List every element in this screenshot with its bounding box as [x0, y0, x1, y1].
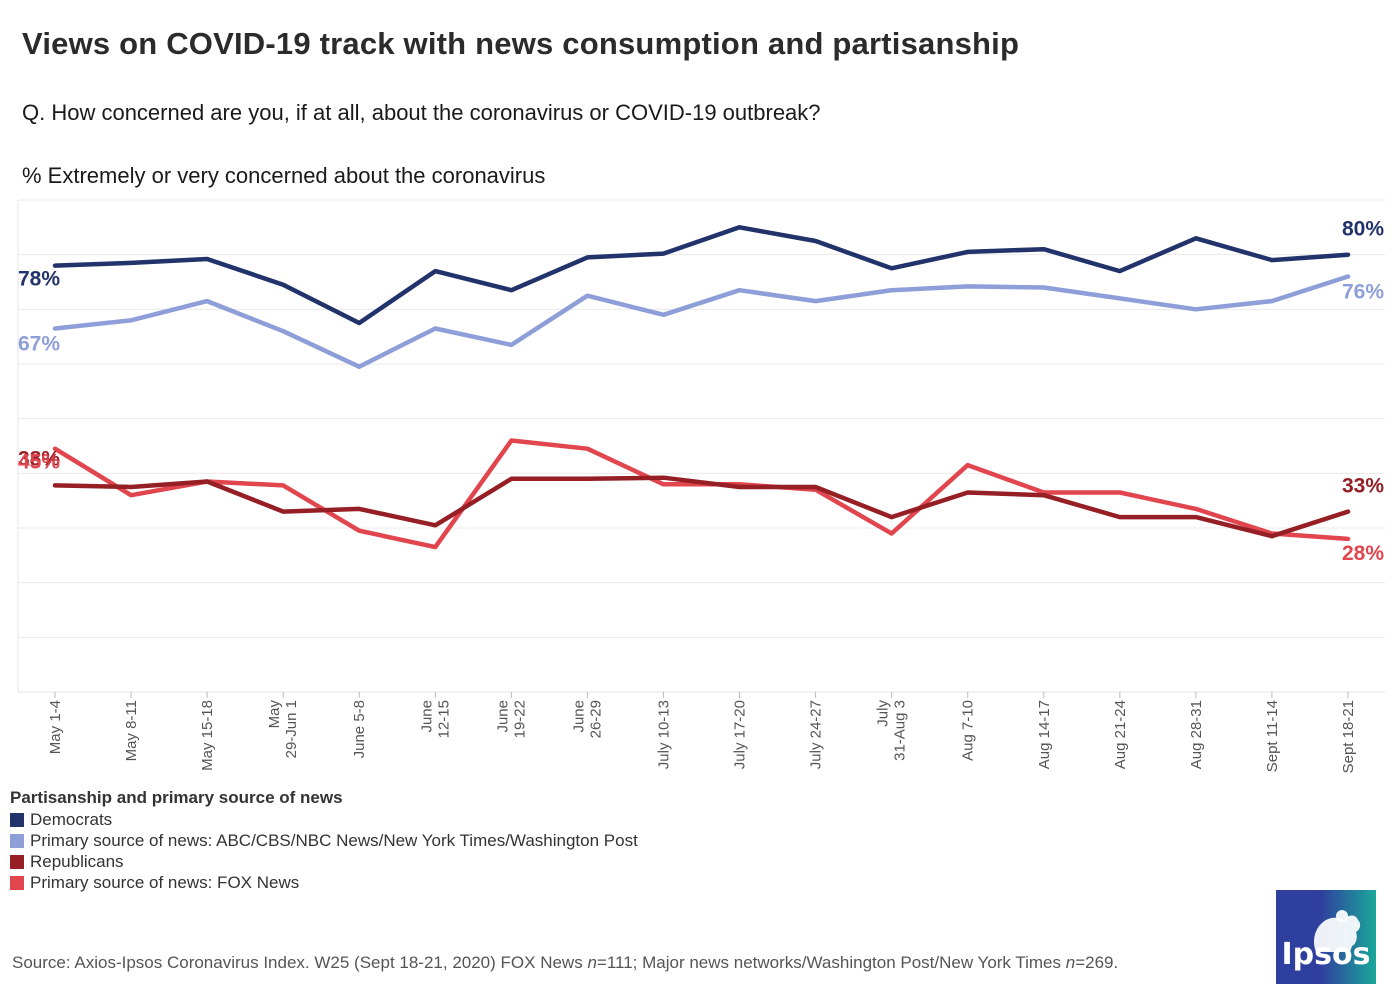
end-data-label: 28% [1342, 542, 1384, 565]
x-tick-label: Aug 14-17 [1036, 700, 1053, 769]
start-data-label: 67% [18, 332, 60, 355]
footnote-n: n [1065, 953, 1076, 972]
footnote-text: =111; Major news networks/Washington Pos… [596, 953, 1066, 972]
x-tick-label: May 1-4 [47, 700, 64, 754]
x-tick-label: May29-Jun 1 [266, 700, 300, 759]
x-tick-label: May 15-18 [199, 700, 216, 771]
legend-label: Primary source of news: ABC/CBS/NBC News… [30, 830, 638, 850]
logo-text: Ipsos [1281, 937, 1371, 972]
legend: Partisanship and primary source of news … [10, 787, 638, 893]
legend-label: Democrats [30, 809, 113, 829]
x-tick-label: July31-Aug 3 [875, 700, 909, 761]
x-tick-label: Aug 21-24 [1112, 700, 1129, 769]
footnote-text: =269. [1075, 953, 1119, 972]
x-tick-label: June19-22 [494, 700, 528, 738]
legend-item-democrats: Democrats [10, 809, 638, 830]
x-tick-label: June 5-8 [351, 700, 368, 758]
x-tick-label: Sept 18-21 [1340, 700, 1357, 773]
chart-title: Views on COVID-19 track with news consum… [22, 26, 1020, 61]
ipsos-logo: Ipsos [1276, 890, 1376, 984]
legend-swatch [10, 875, 24, 890]
head-silhouette-icon [1314, 910, 1361, 952]
x-tick-label: June26-29 [570, 700, 604, 738]
x-tick-label: July 24-27 [808, 700, 825, 769]
x-tick-label: July 17-20 [732, 700, 749, 769]
x-tick-label: May 8-11 [123, 700, 140, 761]
x-tick-label: Aug 28-31 [1188, 700, 1205, 769]
x-tick-label: Sept 11-14 [1264, 700, 1281, 772]
legend-title: Partisanship and primary source of news [10, 788, 343, 807]
legend-swatch [10, 812, 24, 827]
series-line [52, 225, 1351, 326]
start-data-label: 38% [18, 447, 60, 470]
x-tick-label: Aug 7-10 [960, 700, 977, 761]
start-data-label: 45% [18, 451, 60, 474]
series-line [52, 438, 1351, 550]
series-line [52, 274, 1351, 369]
end-data-label: 76% [1342, 281, 1384, 304]
legend-item-abc-cbs-nbc: Primary source of news: ABC/CBS/NBC News… [10, 830, 638, 851]
line-chart: May 1-4 May 8-11 May 15-18 May29-Jun 1 June … [17, 199, 1385, 773]
survey-question: Q. How concerned are you, if at all, abo… [22, 100, 821, 125]
legend-swatch [10, 854, 24, 869]
x-tick-label: June12-15 [418, 700, 452, 738]
legend-label: Republicans [30, 851, 124, 871]
end-data-label: 33% [1342, 475, 1384, 498]
footnote-text: Source: Axios-Ipsos Coronavirus Index. W… [12, 953, 588, 972]
legend-swatch [10, 833, 24, 848]
start-data-label: 78% [18, 268, 60, 291]
footnote-n: n [587, 953, 597, 972]
legend-item-republicans: Republicans [10, 851, 638, 872]
x-tick-label: July 10-13 [655, 700, 672, 769]
end-data-label: 80% [1342, 218, 1384, 241]
chart-subtitle: % Extremely or very concerned about the … [22, 163, 546, 188]
legend-label: Primary source of news: FOX News [30, 872, 300, 892]
series-line [52, 475, 1351, 539]
legend-item-fox-news: Primary source of news: FOX News [10, 872, 638, 893]
source-footnote: Source: Axios-Ipsos Coronavirus Index. W… [12, 953, 1118, 973]
